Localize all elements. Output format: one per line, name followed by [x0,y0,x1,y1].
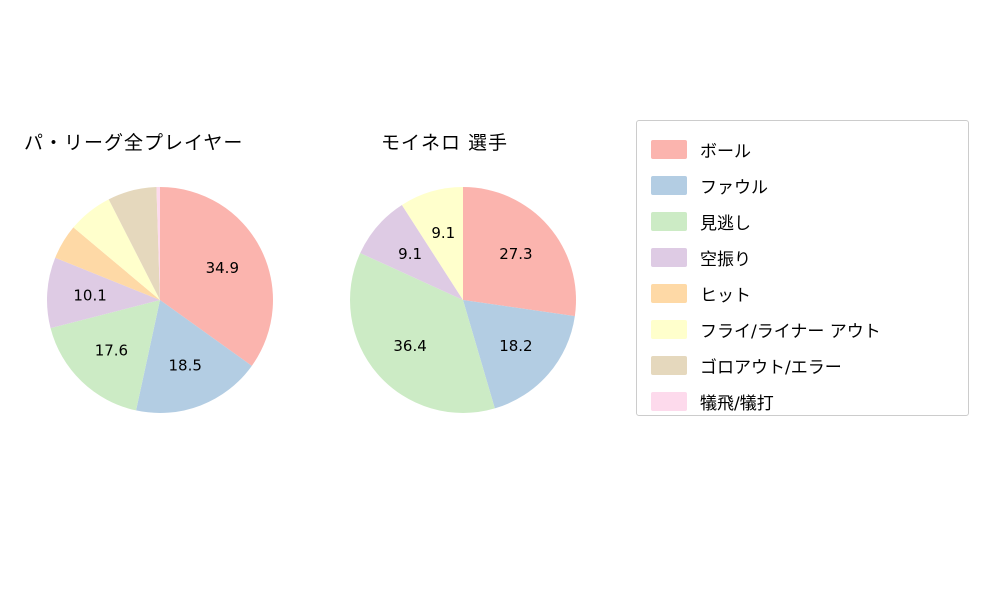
pie-slice [463,187,576,317]
legend-label: 犠飛/犠打 [700,393,774,414]
slice-label: 9.1 [431,224,455,242]
legend-label: ヒット [700,285,751,306]
legend-label: フライ/ライナー アウト [700,321,881,342]
pie-slice [73,199,160,300]
legend-item: ヒット [651,275,968,311]
slice-label: 36.4 [393,337,426,355]
pie-slice [47,257,160,329]
legend-swatch [651,283,687,303]
legend-item: ボール [651,131,968,167]
slice-label: 18.2 [499,337,532,355]
slice-label: 10.1 [73,286,106,304]
slice-label: 27.3 [499,245,532,263]
legend-label: ゴロアウト/エラー [700,357,842,378]
legend-item: 見逃し [651,203,968,239]
legend-label: ファウル [700,177,768,198]
pie-slice [401,187,463,300]
legend-swatch [651,175,687,195]
legend-label: ボール [700,141,751,162]
legend-item: フライ/ライナー アウト [651,311,968,347]
pie-slice [55,227,161,300]
legend-item: ファウル [651,167,968,203]
legend-item: ゴロアウト/エラー [651,347,968,383]
legend-swatch [651,139,687,159]
legend-swatch [651,355,687,375]
player-chart-title: モイネロ 選手 [381,132,509,154]
pie-slice [136,300,252,413]
pie-chart-league: 34.9 18.5 17.6 10.1 [47,187,273,413]
pie-slice [349,253,495,413]
legend-label: 見逃し [700,213,751,234]
pie-slice [108,187,160,300]
league-chart-title: パ・リーグ全プレイヤー [24,132,244,154]
legend-label: 空振り [700,249,751,270]
legend-swatch [651,319,687,339]
legend-swatch [651,211,687,231]
pie-slice [360,204,463,300]
legend-item: 犠飛/犠打 [651,383,968,419]
legend-swatch [651,247,687,267]
legend: ボールファウル見逃し空振りヒットフライ/ライナー アウト ゴロアウト/エラー 犠飛/… [636,120,969,416]
legend-item: 空振り [651,239,968,275]
pie-chart-player: 27.3 18.2 36.4 9.1 9.1 [349,187,576,413]
pie-slice [156,187,160,300]
pie-slice [160,187,273,366]
pie-slice [50,300,160,411]
legend-swatch [651,391,687,411]
slice-label: 18.5 [168,356,201,374]
slice-label: 9.1 [398,245,422,263]
slice-label: 34.9 [206,259,239,277]
slice-label: 17.6 [95,342,128,360]
pie-slice [463,300,575,409]
